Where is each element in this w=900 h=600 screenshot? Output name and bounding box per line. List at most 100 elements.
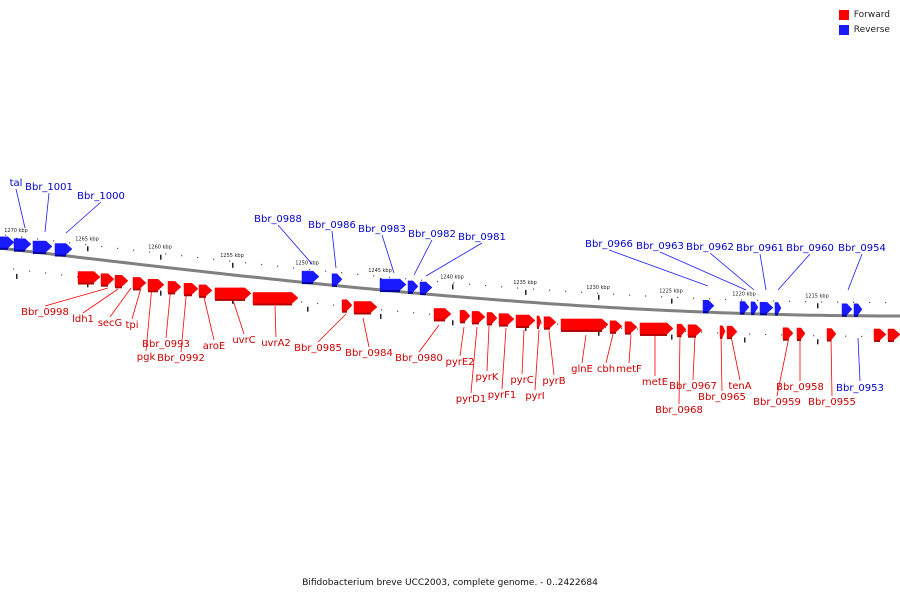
forward-gene-label: Bbr_0968 xyxy=(655,405,703,416)
gene-arrow-shadow xyxy=(55,254,66,257)
forward-leader-line xyxy=(459,326,465,357)
track-dot xyxy=(229,260,231,262)
track-dot xyxy=(557,323,559,325)
gene-arrow-shadow xyxy=(14,249,25,252)
track-dot xyxy=(629,294,631,296)
track-dot xyxy=(773,300,775,302)
forward-gene-arrow xyxy=(252,292,299,304)
track-dot xyxy=(693,297,695,299)
reverse-gene-arrow xyxy=(0,236,15,249)
gene-arrow-shadow xyxy=(544,327,550,330)
reverse-leader-line xyxy=(381,234,395,274)
forward-gene-label: pyrI xyxy=(525,391,544,402)
forward-leader-line xyxy=(534,329,540,391)
track-dot xyxy=(805,301,807,303)
reverse-gene-arrow xyxy=(853,303,863,316)
forward-gene-label: secG xyxy=(98,318,123,329)
track-dot xyxy=(397,310,399,312)
forward-leader-line xyxy=(362,317,370,348)
forward-gene-arrow xyxy=(609,320,623,333)
forward-gene-label: Bbr_0958 xyxy=(776,382,824,393)
forward-gene-label: pgk xyxy=(137,352,156,363)
forward-leader-line xyxy=(145,285,153,352)
reverse-swatch xyxy=(838,24,849,35)
gene-arrow-shadow xyxy=(148,290,158,293)
forward-gene-label: tenA xyxy=(728,381,751,392)
track-dot xyxy=(421,279,423,281)
track-dot xyxy=(325,270,327,272)
forward-gene-arrow xyxy=(719,325,726,338)
gene-arrow-shadow xyxy=(854,314,858,317)
reverse-leader-line xyxy=(759,253,767,291)
forward-gene-arrow xyxy=(726,325,738,338)
track-dot xyxy=(69,242,71,244)
forward-gene-label: tpi xyxy=(125,320,138,331)
forward-leader-line xyxy=(180,285,188,353)
gene-arrow-shadow xyxy=(727,337,732,340)
track-dot xyxy=(317,302,319,305)
tick-label: 1270 kbp xyxy=(4,228,28,234)
reverse-gene-label: Bbr_0986 xyxy=(308,220,356,231)
reverse-gene-label: Bbr_0982 xyxy=(408,229,456,240)
reverse-gene-arrow xyxy=(54,243,73,255)
tick-label: 1220 kbp xyxy=(732,292,756,298)
gene-arrows-layer xyxy=(0,236,900,342)
reverse-leader-line xyxy=(413,239,433,276)
genome-title: Bifidobacterium breve UCC2003, complete … xyxy=(302,578,598,588)
reverse-leader-line xyxy=(331,230,337,269)
forward-gene-label: pyrB xyxy=(542,376,565,387)
track-dot xyxy=(749,333,751,335)
gene-arrow-shadow xyxy=(332,284,337,287)
forward-leader-line xyxy=(548,330,555,376)
forward-gene-arrow xyxy=(132,277,147,289)
track-dot xyxy=(5,234,7,236)
tick-label: 1215 kbp xyxy=(805,293,829,299)
track-dot xyxy=(85,244,87,246)
tick-label: 1230 kbp xyxy=(586,285,610,291)
forward-gene-arrow xyxy=(353,301,378,313)
tick-label: 1265 kbp xyxy=(75,236,99,242)
track-dot xyxy=(197,256,199,259)
reverse-gene-label: Bbr_0954 xyxy=(838,243,886,254)
forward-leader-line xyxy=(131,287,142,320)
track-dot xyxy=(165,253,167,255)
tick-label: 1260 kbp xyxy=(148,245,172,251)
gene-arrow-shadow xyxy=(797,338,801,341)
track-dot xyxy=(133,249,135,251)
gene-arrow-shadow xyxy=(703,311,709,314)
track-dot xyxy=(709,298,711,300)
track-dot xyxy=(869,301,871,304)
reverse-gene-arrow xyxy=(841,303,853,315)
forward-gene-arrow xyxy=(873,328,887,341)
forward-gene-label: Bbr_0959 xyxy=(753,397,801,408)
gene-arrow-shadow xyxy=(625,332,631,335)
reverse-gene-arrow xyxy=(32,240,53,253)
track-dot xyxy=(837,301,839,303)
reverse-leader-line xyxy=(608,249,709,287)
forward-gene-arrow xyxy=(198,284,213,297)
forward-leader-line xyxy=(776,336,790,397)
track-dot xyxy=(333,304,335,306)
reverse-gene-arrow xyxy=(13,238,32,250)
gene-arrow-shadow xyxy=(420,293,426,296)
reverse-leader-line xyxy=(65,201,102,234)
gene-arrow-shadow xyxy=(101,284,108,287)
forward-gene-label: pyrC xyxy=(510,375,533,386)
reverse-leader-line xyxy=(44,192,50,233)
forward-gene-label: Bbr_0998 xyxy=(21,307,69,318)
gene-arrow-shadow xyxy=(215,298,245,301)
track-dot xyxy=(261,263,263,266)
legend: Forward Reverse xyxy=(838,9,890,39)
gene-arrow-shadow xyxy=(408,291,413,294)
forward-gene-arrow xyxy=(887,328,900,341)
reverse-leader-line xyxy=(857,337,861,382)
gene-arrow-shadow xyxy=(775,313,778,316)
forward-gene-arrow xyxy=(782,327,794,339)
track-dot xyxy=(605,326,607,328)
forward-gene-arrow xyxy=(536,315,542,328)
reverse-gene-label: Bbr_0953 xyxy=(836,383,884,394)
reverse-gene-label: Bbr_0988 xyxy=(254,214,302,225)
forward-gene-label: uvrC xyxy=(232,335,255,346)
forward-leader-line xyxy=(317,313,347,343)
tick-mark xyxy=(87,246,89,252)
